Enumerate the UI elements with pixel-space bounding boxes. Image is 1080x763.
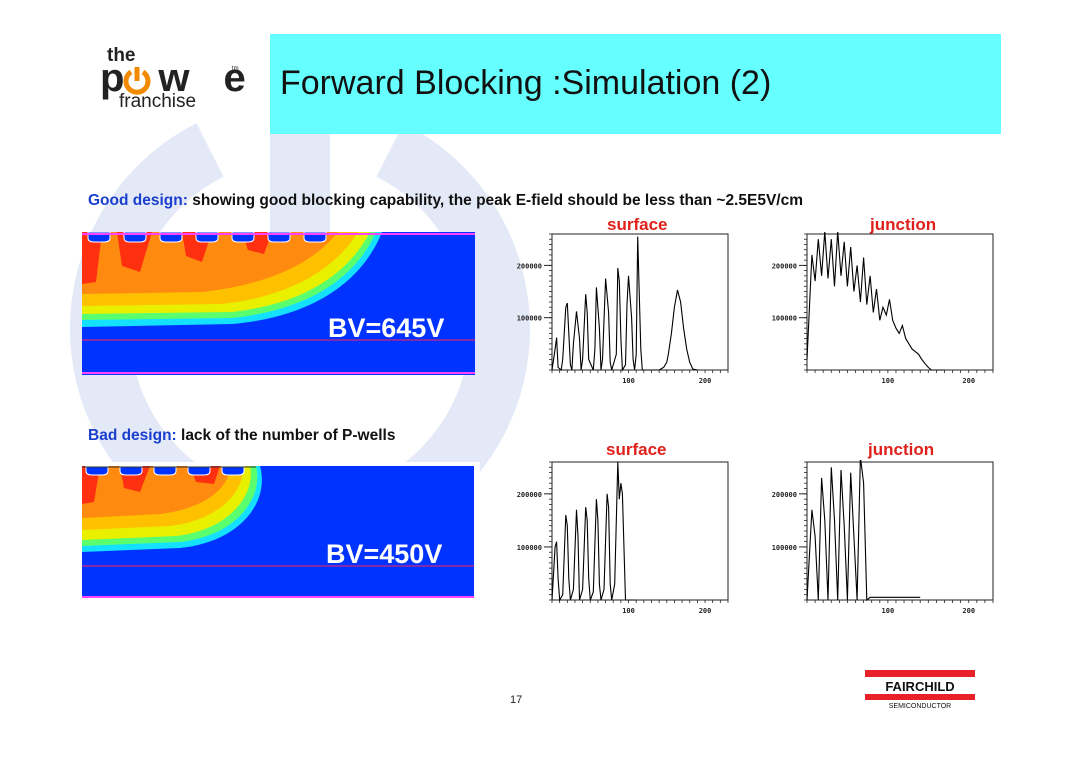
bad-design-caption: Bad design: lack of the number of P-well… — [88, 427, 395, 445]
fairchild-sub: SEMICONDUCTOR — [889, 703, 951, 710]
y-tick-label: 100000 — [772, 544, 797, 552]
y-tick-label: 100000 — [772, 315, 797, 323]
x-tick-label: 200 — [962, 607, 975, 615]
x-tick-label: 100 — [622, 377, 635, 385]
page-number: 17 — [510, 694, 523, 706]
x-tick-label: 100 — [882, 377, 895, 385]
y-tick-label: 200000 — [772, 262, 797, 270]
series-line — [551, 461, 637, 602]
y-tick-label: 100000 — [517, 315, 542, 323]
logo-trademark: tm — [232, 66, 239, 72]
series-line — [551, 236, 698, 372]
x-tick-label: 100 — [882, 607, 895, 615]
plot-frame — [806, 233, 994, 371]
bad-surface-plot: 100 200 100000 200000 — [517, 461, 729, 615]
good-design-caption: Good design: showing good blocking capab… — [88, 192, 803, 210]
good-design-text: showing good blocking capability, the pe… — [187, 192, 803, 209]
y-tick-label: 200000 — [517, 262, 542, 270]
power-symbol-icon — [123, 67, 151, 95]
x-tick-label: 100 — [622, 607, 635, 615]
title-bar: Forward Blocking :Simulation (2) — [270, 34, 1001, 134]
y-tick-label: 100000 — [517, 544, 542, 552]
bad-junction-plot: 100 200 100000 200000 — [772, 460, 994, 615]
good-design-field-simulation: BV=645V — [82, 232, 475, 375]
plot-frame — [551, 461, 729, 601]
logo-word-the: the — [107, 45, 136, 66]
fairchild-name: FAIRCHILD — [885, 679, 954, 694]
x-tick-label: 200 — [962, 377, 975, 385]
logo-word-franchise: franchise — [119, 91, 197, 112]
series-line — [806, 460, 921, 602]
y-tick-label: 200000 — [772, 491, 797, 499]
good-design-label: Good design: — [88, 192, 188, 209]
bad-design-text: lack of the number of P-wells — [176, 427, 396, 444]
good-junction-plot: 100 200 100000 200000 — [772, 232, 994, 385]
good-surface-plot: 100 200 100000 200000 — [517, 233, 729, 385]
y-tick-label: 200000 — [517, 491, 542, 499]
x-tick-label: 200 — [699, 377, 712, 385]
good-junction-plot-title: junction — [870, 215, 937, 234]
bad-surface-plot-title: surface — [606, 440, 667, 459]
bad-bv-label: BV=450V — [326, 539, 442, 569]
good-surface-plot-title: surface — [607, 215, 668, 234]
slide-title: Forward Blocking :Simulation (2) — [280, 64, 772, 102]
bad-design-label: Bad design: — [88, 427, 177, 444]
bad-junction-plot-title: junction — [868, 440, 935, 459]
fairchild-logo: FAIRCHILD SEMICONDUCTOR — [865, 670, 975, 710]
bad-design-field-simulation: BV=450V — [80, 462, 480, 602]
x-tick-label: 200 — [699, 607, 712, 615]
series-line — [806, 232, 945, 371]
good-bv-label: BV=645V — [328, 313, 444, 343]
